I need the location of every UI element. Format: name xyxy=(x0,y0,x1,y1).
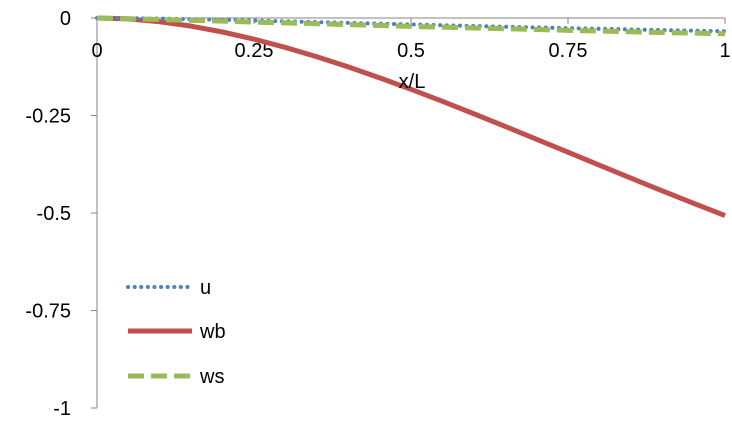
y-tick-label: 0 xyxy=(60,8,71,30)
series-line-ws xyxy=(96,15,726,37)
legend-label-u: u xyxy=(200,277,211,299)
y-tick-label: -0.25 xyxy=(25,106,71,128)
legend: u wb ws xyxy=(126,277,226,388)
legend-label-ws: ws xyxy=(199,366,224,388)
y-tick-label: -0.5 xyxy=(37,203,71,225)
x-tick-label: 0.25 xyxy=(235,40,274,62)
x-tick-label: 1 xyxy=(719,40,730,62)
x-tick-label: 0.75 xyxy=(549,40,588,62)
plot-series xyxy=(95,15,727,218)
y-tick-label: -0.75 xyxy=(25,301,71,323)
y-axis: 0 -0.25 -0.5 -0.75 -1 xyxy=(25,8,98,420)
legend-label-wb: wb xyxy=(199,321,226,343)
y-tick-label: -1 xyxy=(53,398,71,420)
series-line-wb xyxy=(96,15,726,218)
x-tick-label: 0.5 xyxy=(397,40,425,62)
x-tick-label: 0 xyxy=(91,40,102,62)
x-axis-title: x/L xyxy=(399,71,426,93)
